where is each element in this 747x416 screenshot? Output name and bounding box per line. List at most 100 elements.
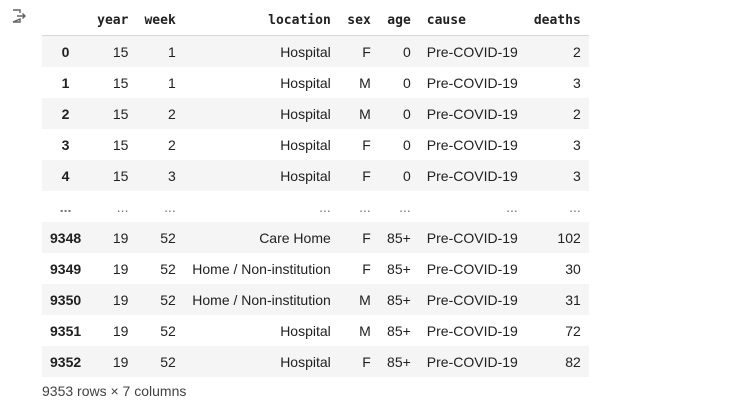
row-index: ... [59, 198, 72, 215]
cell-location: ... [319, 198, 331, 215]
output-redirect-icon[interactable] [11, 8, 27, 24]
cell-location: Hospital [280, 43, 331, 60]
cell-sex: F [362, 167, 371, 184]
cell-deaths: 31 [565, 291, 581, 308]
cell-week: 1 [167, 74, 176, 91]
cell-sex: M [359, 74, 371, 91]
cell-deaths: 2 [572, 105, 581, 122]
cell-year: 15 [112, 74, 129, 91]
cell-week: 3 [167, 167, 176, 184]
cell-sex: M [359, 291, 371, 308]
cell-year: 19 [112, 353, 129, 370]
cell-cause: Pre-COVID-19 [426, 167, 518, 184]
table-row: 1 15 1 Hospital M 0 Pre-COVID-19 3 [42, 67, 589, 98]
row-index: 4 [61, 167, 70, 184]
cell-location: Hospital [280, 322, 331, 339]
row-index: 0 [61, 43, 70, 60]
cell-year: 19 [112, 322, 129, 339]
cell-cause: Pre-COVID-19 [426, 43, 518, 60]
cell-deaths: 30 [565, 260, 581, 277]
cell-week: ... [164, 198, 176, 215]
cell-week: 2 [167, 136, 176, 153]
row-index: 9350 [50, 291, 82, 308]
header-sex: sex [338, 5, 379, 36]
header-row: year week location sex age cause deaths [42, 5, 589, 36]
cell-age: ... [399, 198, 411, 215]
header-age: age [378, 5, 419, 36]
cell-week: 52 [160, 260, 176, 277]
header-week: week [136, 5, 184, 36]
cell-year: 15 [112, 43, 129, 60]
cell-cause: Pre-COVID-19 [426, 136, 518, 153]
cell-year: 15 [112, 105, 129, 122]
cell-year: 19 [112, 291, 129, 308]
cell-week: 52 [160, 322, 176, 339]
cell-cause: Pre-COVID-19 [426, 74, 518, 91]
cell-age: 0 [402, 105, 411, 122]
header-location: location [183, 5, 339, 36]
dataframe-body: 0 15 1 Hospital F 0 Pre-COVID-19 2 1 15 1 Hospital M… [42, 35, 589, 377]
header-cause: cause [418, 5, 526, 36]
cell-age: 85+ [387, 291, 411, 308]
cell-week: 52 [160, 291, 176, 308]
table-row: 9349 19 52 Home / Non-institution F 85+ Pre-CO… [42, 253, 589, 284]
cell-cause: Pre-COVID-19 [426, 260, 518, 277]
table-row: 9348 19 52 Care Home F 85+ Pre-COVID-19 102 [42, 222, 589, 253]
header-index [42, 5, 90, 36]
table-row: 9350 19 52 Home / Non-institution M 85+ Pre-CO… [42, 284, 589, 315]
table-row: 3 15 2 Hospital F 0 Pre-COVID-19 3 [42, 129, 589, 160]
table-row: ........................ [42, 191, 589, 222]
row-index: 2 [61, 105, 70, 122]
cell-sex: M [359, 105, 371, 122]
cell-age: 0 [402, 74, 411, 91]
cell-location: Hospital [280, 136, 331, 153]
header-year: year [89, 5, 137, 36]
cell-deaths: 3 [572, 136, 581, 153]
dataframe-container: year week location sex age cause deaths … [42, 5, 589, 377]
cell-cause: Pre-COVID-19 [426, 105, 518, 122]
cell-age: 85+ [387, 260, 411, 277]
cell-cause: Pre-COVID-19 [426, 229, 518, 246]
table-row: 9351 19 52 Hospital M 85+ Pre-COVID-19 72 [42, 315, 589, 346]
dataframe-table: year week location sex age cause deaths … [42, 5, 589, 377]
cell-cause: Pre-COVID-19 [426, 353, 518, 370]
cell-age: 0 [402, 43, 411, 60]
cell-sex: F [362, 260, 371, 277]
table-row: 0 15 1 Hospital F 0 Pre-COVID-19 2 [42, 35, 589, 67]
cell-location: Hospital [280, 74, 331, 91]
cell-deaths: 72 [565, 322, 581, 339]
row-index: 9351 [50, 322, 82, 339]
cell-sex: ... [359, 198, 371, 215]
cell-location: Hospital [280, 105, 331, 122]
cell-year: 15 [112, 136, 129, 153]
table-row: 4 15 3 Hospital F 0 Pre-COVID-19 3 [42, 160, 589, 191]
dataframe-shape-footer: 9353 rows × 7 columns [42, 383, 187, 399]
cell-year: 15 [112, 167, 129, 184]
row-index: 1 [61, 74, 70, 91]
row-index: 9349 [50, 260, 82, 277]
cell-week: 52 [160, 353, 176, 370]
cell-year: 19 [112, 229, 129, 246]
cell-sex: F [362, 353, 371, 370]
cell-sex: F [362, 43, 371, 60]
cell-location: Care Home [259, 229, 331, 246]
cell-deaths: 82 [565, 353, 581, 370]
cell-cause: ... [506, 198, 518, 215]
cell-week: 52 [160, 229, 176, 246]
cell-age: 0 [402, 167, 411, 184]
cell-location: Home / Non-institution [192, 291, 331, 308]
cell-deaths: 3 [572, 74, 581, 91]
cell-sex: F [362, 136, 371, 153]
cell-age: 85+ [387, 229, 411, 246]
cell-week: 1 [167, 43, 176, 60]
cell-location: Hospital [280, 353, 331, 370]
cell-year: ... [116, 198, 129, 215]
row-index: 3 [61, 136, 70, 153]
cell-year: 19 [112, 260, 129, 277]
row-index: 9348 [50, 229, 82, 246]
cell-sex: M [359, 322, 371, 339]
cell-location: Hospital [280, 167, 331, 184]
table-row: 9352 19 52 Hospital F 85+ Pre-COVID-19 82 [42, 346, 589, 377]
cell-deaths: ... [569, 198, 581, 215]
cell-deaths: 2 [572, 43, 581, 60]
